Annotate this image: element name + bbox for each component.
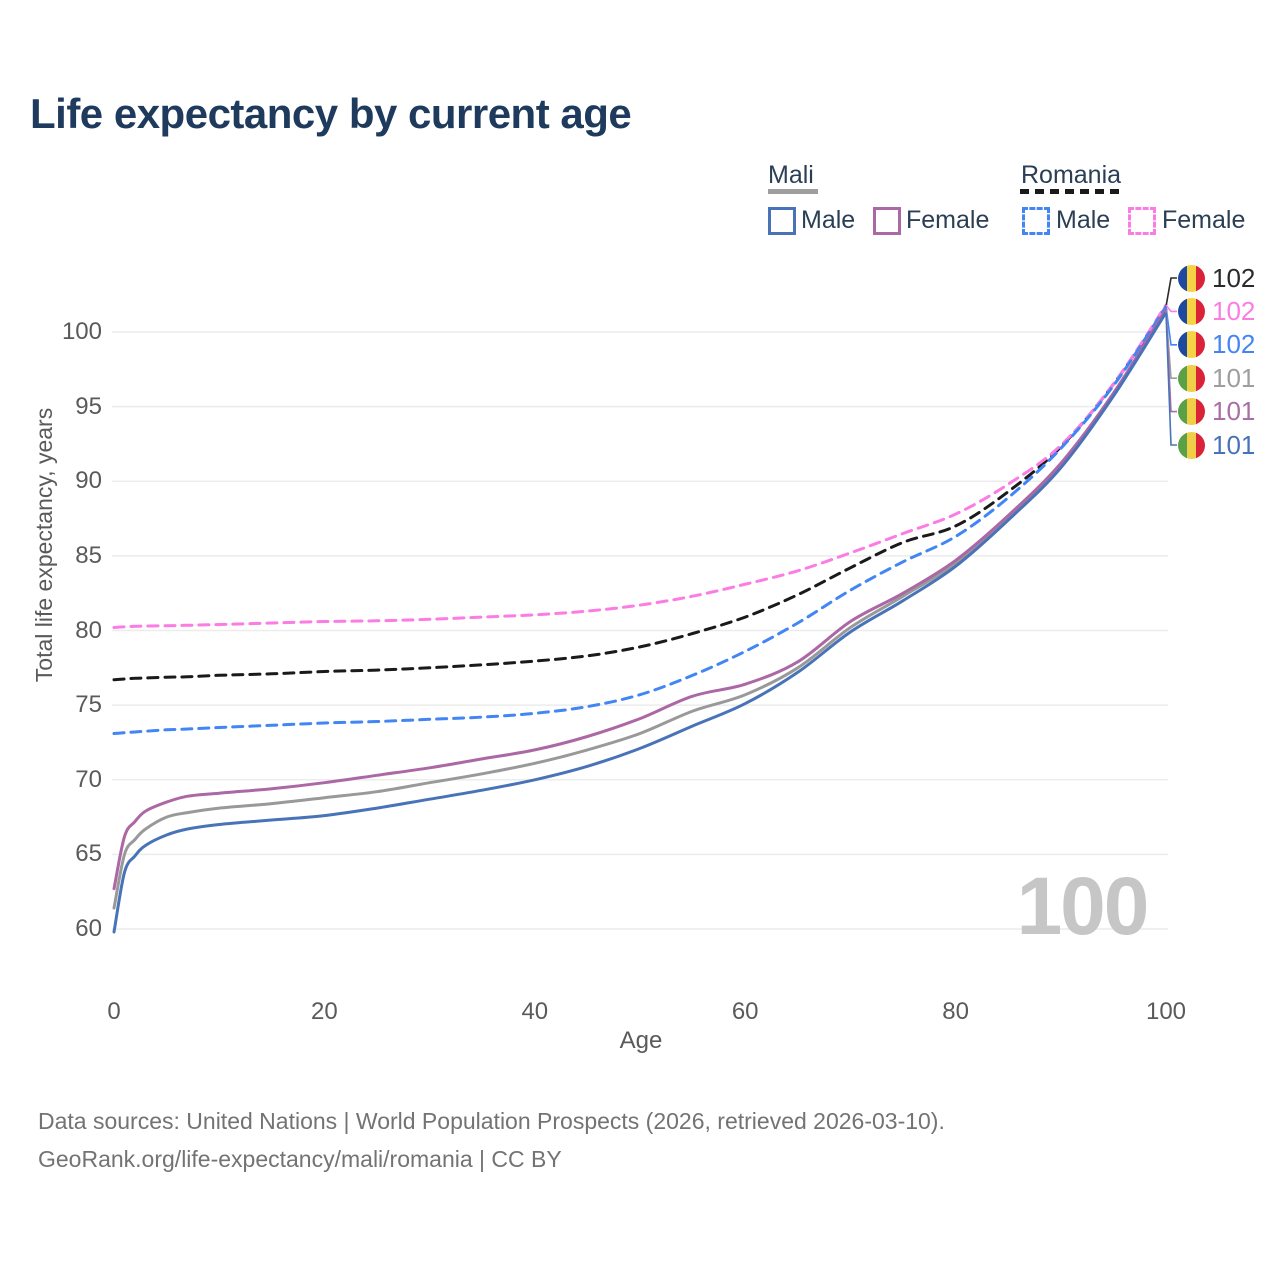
legend-label-mali-male[interactable]: Male (801, 206, 856, 234)
footer-attribution-url: GeoRank.org/life-expectancy/mali/romania… (38, 1146, 562, 1172)
series-line-mali-male (112, 311, 1168, 934)
end-label-value: 101 (1212, 362, 1256, 393)
y-tick-label: 90 (75, 467, 102, 495)
mali-solid-line-sample (768, 189, 818, 194)
y-tick-label: 100 (61, 318, 102, 345)
x-tick-label: 0 (107, 998, 121, 1025)
end-label-value: 101 (1212, 429, 1256, 460)
end-label-row: 102 (1178, 264, 1255, 292)
end-label-connector (1165, 312, 1177, 446)
x-axis-title: Age (619, 1027, 663, 1054)
end-label-connector (1165, 277, 1177, 307)
page-title: Life expectancy by current age (30, 90, 632, 137)
end-label-row: 102 (1178, 297, 1255, 325)
legend-group-title-romania: Romania (1021, 161, 1122, 189)
end-label-row: 101 (1178, 364, 1255, 392)
x-tick-label: 80 (942, 998, 969, 1025)
y-tick-label: 75 (75, 691, 102, 719)
x-tick-label: 100 (1145, 998, 1187, 1025)
series-line-romania-female (112, 303, 1168, 629)
end-label-value: 101 (1212, 396, 1256, 427)
y-tick-label: 80 (75, 616, 102, 644)
legend-swatch-mali-female[interactable] (873, 207, 901, 235)
romania-flag-icon (1178, 264, 1205, 292)
end-label-value: 102 (1212, 295, 1256, 326)
series-line-mali-female (112, 308, 1168, 891)
legend-group-title-mali: Mali (768, 161, 814, 189)
romania-flag-icon (1178, 297, 1205, 325)
end-label-row: 101 (1178, 398, 1255, 426)
x-tick-label: 40 (521, 998, 549, 1025)
end-label-connector (1165, 304, 1177, 313)
y-tick-label: 95 (75, 392, 102, 420)
end-label-connector (1165, 306, 1177, 346)
watermark-age: 100 (1016, 861, 1150, 952)
legend-swatch-romania-female[interactable] (1128, 207, 1156, 235)
series-line-romania-both-sexes (112, 305, 1168, 682)
x-tick-label: 20 (311, 998, 338, 1025)
romania-flag-icon (1178, 331, 1205, 359)
legend-swatch-mali-male[interactable] (768, 207, 796, 235)
y-tick-label: 70 (75, 765, 102, 793)
romania-dashed-line-sample (1020, 189, 1121, 194)
end-label-value: 102 (1212, 262, 1256, 293)
legend-label-mali-female[interactable]: Female (906, 206, 990, 234)
mali-flag-icon (1178, 364, 1205, 392)
series-line-mali-both-sexes (112, 309, 1168, 910)
end-label-row: 102 (1178, 331, 1255, 359)
legend-label-romania-female[interactable]: Female (1162, 206, 1246, 234)
x-tick-label: 60 (731, 998, 759, 1025)
series-line-romania-male (112, 305, 1168, 735)
mali-flag-icon (1178, 398, 1205, 426)
y-tick-label: 85 (75, 541, 102, 569)
footer-data-sources: Data sources: United Nations | World Pop… (38, 1108, 945, 1134)
mali-flag-icon (1178, 431, 1205, 459)
end-label-row: 101 (1178, 431, 1255, 459)
end-label-value: 102 (1212, 329, 1256, 360)
y-tick-label: 65 (75, 840, 102, 868)
legend-label-romania-male[interactable]: Male (1056, 206, 1111, 234)
legend-swatch-romania-male[interactable] (1022, 207, 1050, 235)
y-tick-label: 60 (75, 915, 102, 942)
